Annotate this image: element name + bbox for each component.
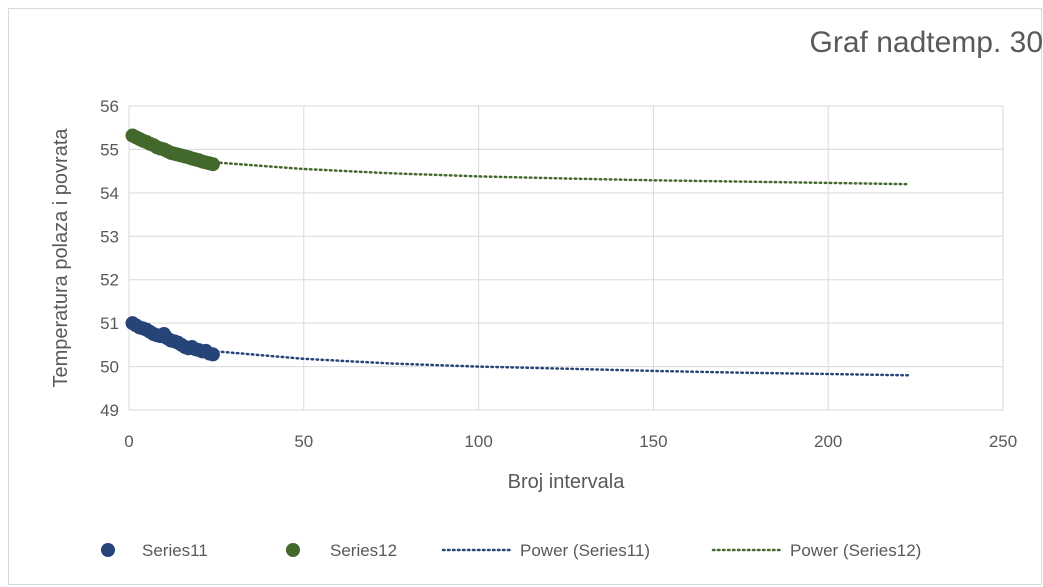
x-tick-label: 150 [639,432,667,451]
y-tick-label: 52 [100,271,119,290]
data-points [125,128,220,362]
x-tick-label: 200 [814,432,842,451]
y-tick-label: 56 [100,97,119,116]
grid [128,105,1004,411]
legend-dot-marker [101,543,115,557]
chart-frame [8,8,1042,585]
x-tick-label: 0 [124,432,133,451]
y-tick-label: 55 [100,140,119,159]
legend-label: Power (Series11) [520,541,650,560]
legend-label: Power (Series12) [790,541,921,560]
y-tick-label: 53 [100,227,119,246]
legend-label: Series11 [142,541,208,560]
y-axis-title: Temperatura polaza i povrata [50,128,72,388]
legend: Series11 Series12 Power (Series11) Power (S… [101,541,921,560]
legend-dot-marker [286,543,300,557]
y-tick-label: 51 [100,314,119,333]
data-point-series11 [205,347,220,362]
trendlines [131,132,910,377]
y-tick-label: 50 [100,358,119,377]
x-tick-label: 50 [294,432,313,451]
trendline-power-series12- [131,132,910,186]
chart-title: Graf nadtemp. 30 [810,26,1043,59]
y-tick-label: 54 [100,184,119,203]
legend-label: Series12 [330,541,397,560]
x-tick-label: 250 [989,432,1017,451]
y-tick-label: 49 [100,401,119,420]
ticks: 49 50 51 52 53 54 55 56 0 50 100 150 200 250 [100,97,1017,451]
x-axis-title: Broj intervala [508,471,626,493]
data-point-series12 [205,157,220,172]
x-tick-label: 100 [464,432,492,451]
